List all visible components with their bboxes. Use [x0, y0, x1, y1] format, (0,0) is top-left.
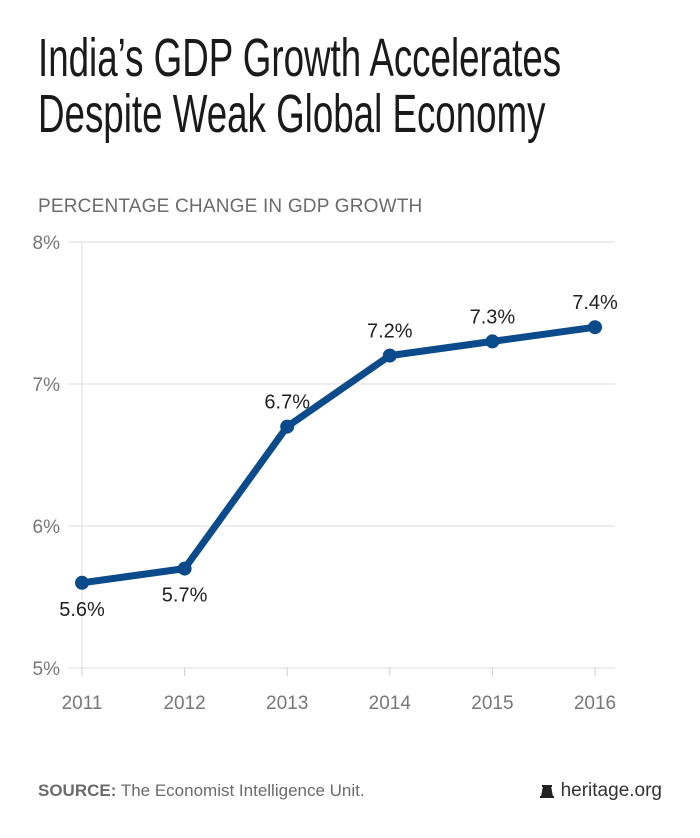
data-point [75, 575, 89, 590]
chart-title: India’s GDP Growth Accelerates Despite W… [38, 30, 650, 142]
data-label: 5.7% [162, 585, 208, 607]
data-point [382, 348, 397, 363]
line-chart: 5% 6% 7% 8% 2011 2012 2013 2014 2015 2016 5.6% 5.7%… [33, 233, 618, 714]
x-tick-label: 2015 [471, 693, 513, 714]
data-point [485, 334, 500, 349]
title-line: India’s GDP Growth Accelerates [38, 28, 562, 88]
source-text: The Economist Intelligence Unit. [116, 781, 365, 800]
heritage-logo: heritage.org [539, 780, 662, 802]
x-tick-label: 2013 [266, 693, 308, 714]
data-label: 7.3% [470, 306, 516, 328]
series-line [81, 323, 596, 587]
data-label: 7.2% [367, 321, 413, 343]
source-note: SOURCE: The Economist Intelligence Unit. [38, 781, 365, 801]
x-tick-label: 2012 [163, 693, 205, 714]
data-label: 5.6% [59, 599, 105, 621]
logo-text: heritage.org [560, 780, 662, 801]
y-tick-label: 7% [33, 375, 61, 396]
liberty-bell-icon [539, 785, 554, 798]
y-tick-label: 6% [33, 517, 61, 538]
x-tick-label: 2011 [62, 693, 103, 714]
x-tick-label: 2016 [574, 693, 616, 714]
x-tick-label: 2014 [369, 693, 412, 714]
data-point [280, 419, 295, 434]
chart-subtitle: PERCENTAGE CHANGE IN GDP GROWTH [38, 196, 423, 217]
y-tick-label: 5% [33, 659, 61, 680]
data-point [177, 561, 192, 576]
data-label: 6.7% [264, 392, 310, 414]
source-label: SOURCE: [38, 781, 117, 800]
data-label: 7.4% [572, 292, 618, 314]
data-point [588, 320, 602, 335]
title-line: Despite Weak Global Economy [38, 84, 546, 144]
y-tick-label: 8% [33, 233, 61, 254]
